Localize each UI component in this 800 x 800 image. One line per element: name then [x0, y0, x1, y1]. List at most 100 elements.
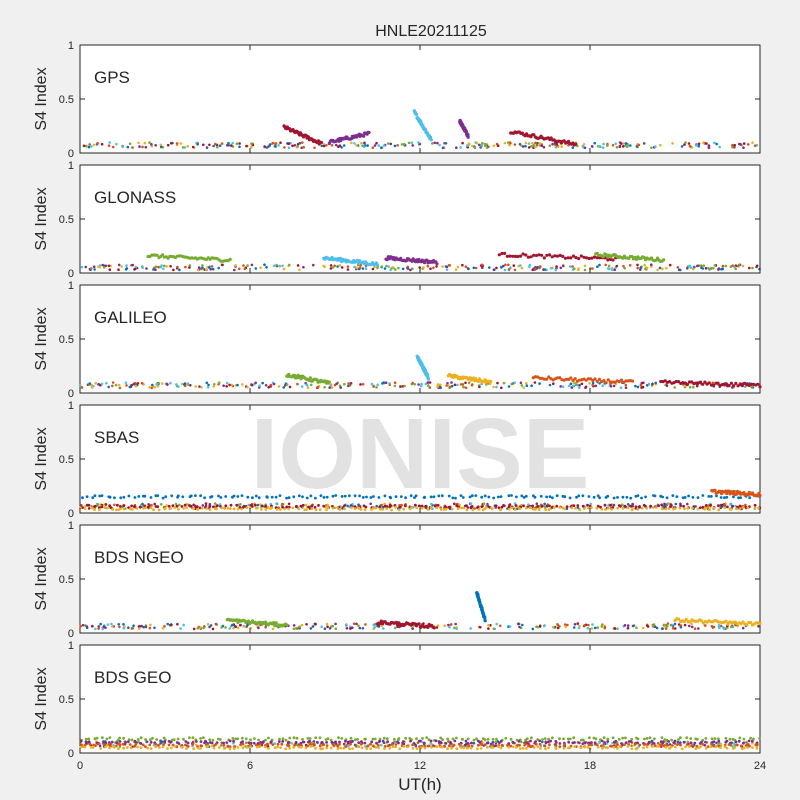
data-point: [400, 503, 403, 507]
data-point: [454, 622, 458, 626]
feature-point: [608, 257, 613, 261]
band-point: [577, 741, 581, 745]
data-point: [375, 504, 379, 508]
data-point: [548, 383, 552, 387]
band-point: [521, 747, 525, 750]
feature-point: [307, 135, 311, 139]
data-point: [660, 503, 663, 507]
data-point: [518, 142, 522, 146]
band-point: [118, 736, 121, 740]
data-point: [84, 265, 88, 269]
data-point: [88, 382, 92, 385]
band-point: [616, 747, 619, 750]
band-point: [731, 504, 734, 508]
data-point: [107, 144, 111, 147]
band-point: [326, 737, 330, 741]
data-point: [712, 625, 716, 629]
data-point: [210, 744, 214, 748]
band-point: [102, 742, 106, 746]
feature-point: [668, 380, 672, 384]
data-point: [285, 383, 289, 386]
data-point: [538, 265, 542, 268]
data-point: [449, 623, 453, 626]
data-point: [668, 263, 672, 267]
band-point: [738, 504, 742, 508]
band-point: [308, 737, 312, 740]
data-point: [178, 503, 181, 507]
y-tick-label: 1: [68, 40, 74, 52]
data-point: [281, 264, 284, 268]
band-point: [611, 736, 615, 740]
data-point: [283, 146, 286, 149]
band-point: [348, 747, 351, 751]
data-point: [296, 144, 300, 148]
data-point: [328, 386, 332, 389]
data-point: [530, 384, 533, 388]
band-point: [509, 737, 513, 741]
data-point: [574, 383, 578, 387]
data-point: [554, 268, 558, 272]
feature-point: [483, 619, 487, 623]
data-point: [355, 144, 358, 147]
feature-point: [532, 253, 536, 257]
data-point: [343, 382, 346, 386]
data-point: [693, 627, 697, 630]
data-point: [697, 144, 701, 148]
data-point: [742, 142, 746, 145]
band-point: [491, 737, 495, 741]
band-point: [676, 743, 679, 746]
band-point: [189, 494, 193, 498]
feature-point: [724, 619, 728, 623]
data-point: [179, 627, 182, 630]
figure-title: HNLE20211125: [375, 23, 487, 40]
band-point: [318, 736, 322, 740]
band-point: [266, 742, 269, 746]
data-point: [282, 267, 286, 271]
data-point: [144, 625, 148, 629]
feature-point: [542, 377, 547, 381]
data-point: [98, 744, 102, 748]
data-point: [636, 266, 639, 270]
band-point: [455, 736, 458, 740]
data-point: [272, 382, 276, 386]
data-point: [690, 625, 694, 629]
band-point: [192, 507, 196, 510]
data-point: [314, 622, 317, 626]
band-point: [583, 741, 587, 745]
band-point: [543, 737, 547, 740]
data-point: [502, 381, 506, 385]
band-point: [135, 507, 139, 510]
band-point: [152, 508, 155, 512]
band-point: [594, 737, 598, 741]
band-point: [122, 736, 125, 740]
band-point: [185, 506, 188, 510]
band-point: [236, 495, 240, 498]
data-point: [615, 145, 619, 149]
band-point: [429, 739, 433, 743]
data-point: [380, 146, 383, 149]
data-point: [411, 627, 414, 630]
feature-point: [161, 253, 165, 257]
data-point: [207, 383, 210, 387]
data-point: [464, 265, 468, 269]
band-point: [118, 740, 122, 743]
feature-point: [521, 252, 525, 256]
data-point: [453, 383, 457, 387]
band-point: [583, 745, 587, 749]
data-point: [461, 263, 464, 267]
feature-point: [587, 256, 591, 261]
data-point: [148, 385, 151, 389]
feature-point: [569, 376, 573, 380]
data-point: [209, 624, 213, 627]
band-point: [415, 737, 418, 741]
x-tick-label: 6: [247, 760, 253, 772]
band-point: [640, 506, 644, 510]
band-point: [694, 747, 698, 751]
band-point: [149, 740, 153, 744]
data-point: [375, 386, 378, 389]
data-point: [616, 627, 619, 630]
data-point: [206, 623, 210, 626]
data-point: [228, 383, 231, 387]
data-point: [683, 623, 687, 627]
